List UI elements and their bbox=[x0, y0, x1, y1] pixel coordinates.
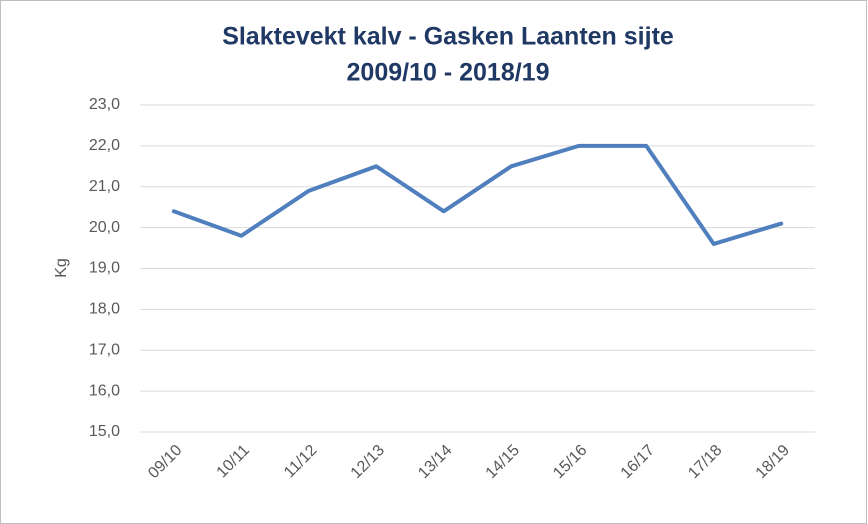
y-tick-label: 20,0 bbox=[89, 219, 120, 236]
y-tick-label: 17,0 bbox=[89, 341, 120, 358]
y-tick-label: 18,0 bbox=[89, 301, 120, 318]
y-tick-label: 19,0 bbox=[89, 260, 120, 277]
y-tick-label: 21,0 bbox=[89, 178, 120, 195]
y-tick-label: 23,0 bbox=[89, 96, 120, 113]
chart-subtitle: 2009/10 - 2018/19 bbox=[347, 59, 550, 87]
y-tick-label: 16,0 bbox=[89, 382, 120, 399]
y-tick-label: 15,0 bbox=[89, 423, 120, 440]
chart-title: Slaktevekt kalv - Gasken Laanten sijte bbox=[222, 23, 674, 51]
y-tick-label: 22,0 bbox=[89, 137, 120, 154]
y-axis-label: Kg bbox=[53, 258, 70, 278]
series-line bbox=[171, 143, 784, 246]
